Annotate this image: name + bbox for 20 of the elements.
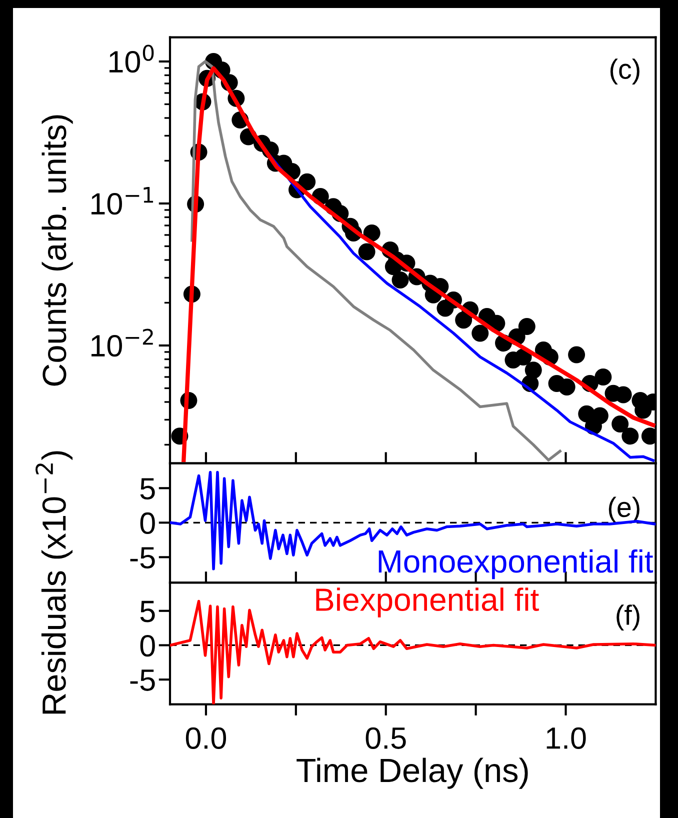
x-tick-label: 0.5 [366,727,406,749]
y-tick-label: -5 [130,670,155,691]
y-tick-label: 10$^{−1}$ [92,187,154,215]
y-tick-label: -5 [130,547,155,569]
y-axis-title: Counts (arb. units) [42,115,73,386]
y-tick-label: 5 [140,478,155,500]
annotation: (e) [608,496,640,523]
y-axis-title: Residuals (x10$^{−2}$) [36,451,73,714]
series-label: Monoexponential fit [378,549,654,580]
y-tick-label: 0 [140,512,155,534]
x-tick-label: 1.0 [546,727,586,749]
y-tick-label: 0 [140,634,155,657]
y-tick-label: 10$^{0}$ [110,44,154,73]
series-label: Biexponential fit [316,588,539,618]
y-tick-label: 5 [140,600,155,622]
x-tick-label: 0.0 [186,727,226,749]
x-axis-title: Time Delay (ns) [296,758,528,789]
y-tick-label: 10$^{−2}$ [92,328,153,357]
annotation: (f) [616,604,640,630]
annotation: (c) [610,58,640,84]
